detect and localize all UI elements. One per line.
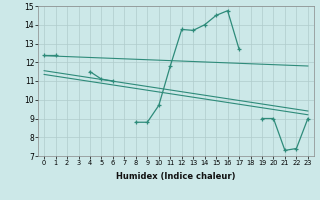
X-axis label: Humidex (Indice chaleur): Humidex (Indice chaleur) <box>116 172 236 181</box>
